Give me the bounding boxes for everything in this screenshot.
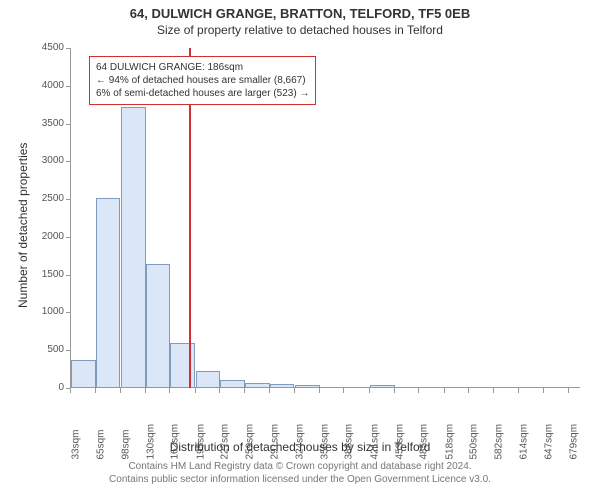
x-tick-label: 388sqm — [344, 420, 355, 460]
histogram-bar — [196, 371, 221, 388]
y-tick-label: 3500 — [28, 118, 64, 129]
y-axis-label: Number of detached properties — [16, 143, 30, 308]
histogram-bar — [121, 107, 146, 388]
y-tick-label: 4000 — [28, 80, 64, 91]
histogram-bar — [170, 343, 195, 388]
footer-line-2: Contains public sector information licen… — [0, 473, 600, 486]
x-tick-label: 518sqm — [444, 420, 455, 460]
chart-titles: 64, DULWICH GRANGE, BRATTON, TELFORD, TF… — [0, 6, 600, 37]
annotation-line-3: 6% of semi-detached houses are larger (5… — [96, 87, 309, 100]
x-tick-label: 421sqm — [369, 420, 380, 460]
y-tick-label: 1000 — [28, 306, 64, 317]
x-tick-label: 33sqm — [71, 420, 82, 460]
x-tick-label: 453sqm — [394, 420, 405, 460]
x-tick-label: 65sqm — [95, 420, 106, 460]
x-tick-label: 227sqm — [220, 420, 231, 460]
x-tick-label: 291sqm — [269, 420, 280, 460]
y-tick-label: 1500 — [28, 269, 64, 280]
chart-subtitle: Size of property relative to detached ho… — [0, 23, 600, 37]
x-tick-label: 130sqm — [145, 420, 156, 460]
x-tick-label: 679sqm — [568, 420, 579, 460]
y-tick-label: 2500 — [28, 193, 64, 204]
x-tick-label: 98sqm — [121, 420, 132, 460]
histogram-bar — [370, 385, 395, 388]
x-tick-label: 485sqm — [419, 420, 430, 460]
y-tick-label: 4500 — [28, 42, 64, 53]
histogram-bar — [270, 384, 295, 388]
histogram-bar — [295, 385, 320, 388]
footer-line-1: Contains HM Land Registry data © Crown c… — [0, 460, 600, 473]
y-tick-label: 3000 — [28, 155, 64, 166]
y-tick-label: 2000 — [28, 231, 64, 242]
chart-title: 64, DULWICH GRANGE, BRATTON, TELFORD, TF… — [0, 6, 600, 21]
plot-area: 64 DULWICH GRANGE: 186sqm← 94% of detach… — [70, 48, 580, 388]
x-tick-label: 356sqm — [319, 420, 330, 460]
x-tick-label: 195sqm — [195, 420, 206, 460]
x-tick-label: 324sqm — [295, 420, 306, 460]
x-tick-label: 550sqm — [469, 420, 480, 460]
x-tick-label: 614sqm — [518, 420, 529, 460]
x-tick-label: 582sqm — [493, 420, 504, 460]
y-tick-label: 500 — [28, 344, 64, 355]
x-tick-label: 647sqm — [544, 420, 555, 460]
histogram-bar — [146, 264, 171, 388]
chart-footer: Contains HM Land Registry data © Crown c… — [0, 460, 600, 486]
histogram-bar — [245, 383, 270, 388]
annotation-line-1: 64 DULWICH GRANGE: 186sqm — [96, 61, 309, 74]
x-tick-label: 259sqm — [245, 420, 256, 460]
histogram-bar — [96, 198, 121, 388]
annotation-box: 64 DULWICH GRANGE: 186sqm← 94% of detach… — [89, 56, 316, 105]
histogram-bar — [71, 360, 96, 388]
histogram-bar — [220, 380, 245, 388]
annotation-line-2: ← 94% of detached houses are smaller (8,… — [96, 74, 309, 87]
x-tick-label: 162sqm — [170, 420, 181, 460]
y-tick-label: 0 — [28, 382, 64, 393]
